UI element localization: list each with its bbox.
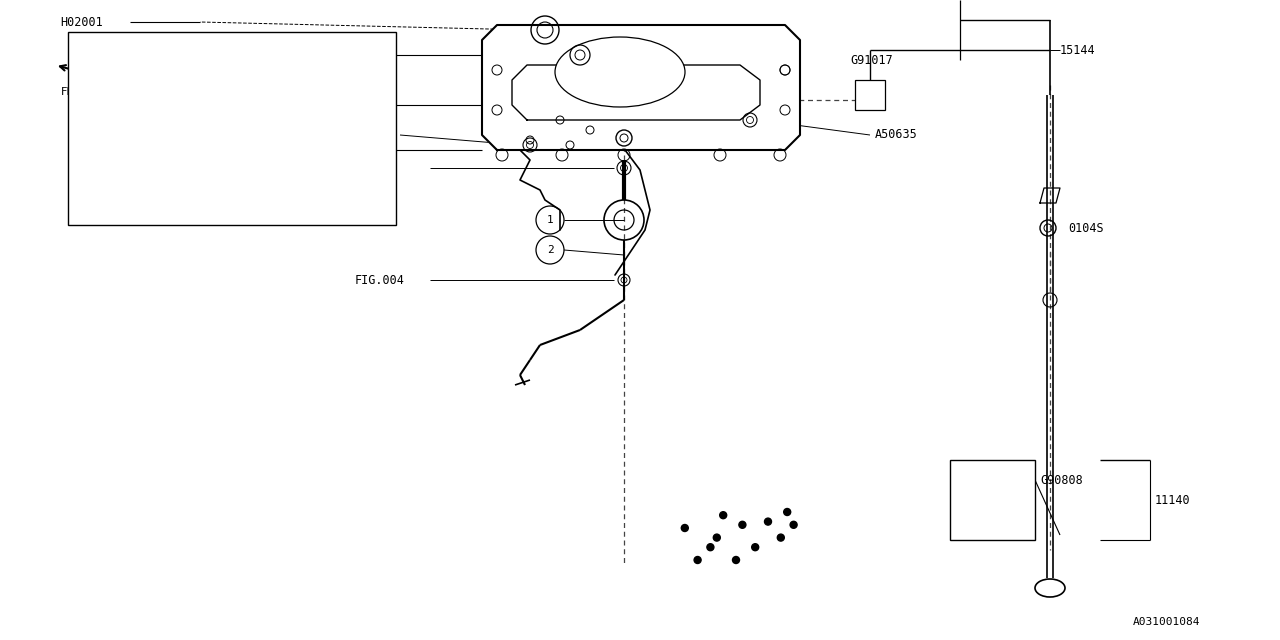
Bar [855, 80, 884, 110]
Text: 11122: 11122 [131, 143, 165, 157]
Text: G91017: G91017 [850, 54, 892, 67]
Text: 15050  < -'05MY0503>: 15050 < -'05MY0503> [128, 50, 270, 63]
Circle shape [751, 544, 759, 550]
Text: 15144: 15144 [1060, 44, 1096, 56]
Circle shape [719, 512, 727, 518]
Text: A50635: A50635 [876, 129, 918, 141]
Text: A031001084: A031001084 [1133, 617, 1201, 627]
Circle shape [707, 544, 714, 550]
Text: 1: 1 [91, 74, 97, 87]
Text: H02001: H02001 [60, 15, 102, 29]
Circle shape [694, 557, 701, 563]
Text: 11126: 11126 [131, 49, 165, 61]
Text: A50635: A50635 [310, 129, 353, 141]
Circle shape [777, 534, 785, 541]
Text: G91708 <'06MY0501- ): G91708 <'06MY0501- ) [128, 195, 270, 207]
Text: A7068: A7068 [360, 161, 396, 175]
Text: 15049  <'06MY0501- ): 15049 <'06MY0501- ) [128, 98, 270, 111]
Text: 1: 1 [547, 215, 553, 225]
Bar [950, 460, 1036, 540]
Text: 2: 2 [91, 170, 97, 183]
Text: 2: 2 [547, 245, 553, 255]
Circle shape [713, 534, 721, 541]
Ellipse shape [1036, 579, 1065, 597]
Circle shape [739, 522, 746, 528]
Circle shape [783, 509, 791, 515]
Text: 11140: 11140 [1155, 493, 1190, 506]
Text: 0104S: 0104S [1068, 221, 1103, 234]
Bar [68, 32, 396, 225]
Circle shape [764, 518, 772, 525]
Text: G91707 < -'05MY0503>: G91707 < -'05MY0503> [128, 146, 270, 159]
Circle shape [790, 522, 797, 528]
Circle shape [732, 557, 740, 563]
Ellipse shape [556, 37, 685, 107]
Text: G90808: G90808 [1039, 474, 1083, 486]
Text: FIG.004: FIG.004 [355, 273, 404, 287]
Circle shape [681, 525, 689, 531]
Text: 11109: 11109 [131, 99, 165, 111]
Text: FRONT: FRONT [61, 87, 99, 97]
Text: L: L [541, 140, 548, 150]
Polygon shape [483, 25, 800, 150]
